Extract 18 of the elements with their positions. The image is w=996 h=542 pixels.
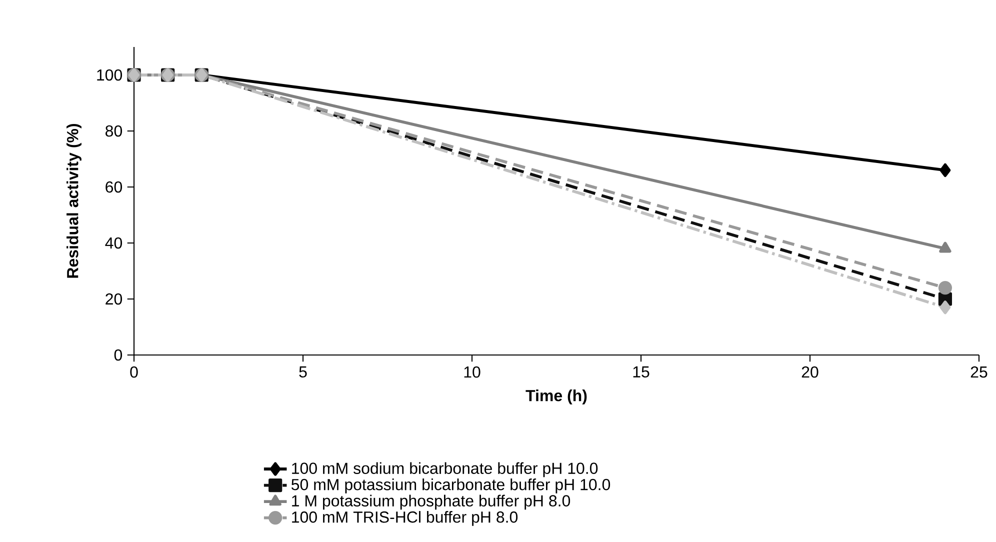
y-axis-title: Residual activity (%) [66, 124, 82, 278]
x-axis-title: Time (h) [526, 390, 587, 404]
y-tick-label: 0 [114, 349, 122, 361]
y-tick-label: 100 [97, 69, 122, 81]
legend-label: 1 M potassium phosphate buffer pH 8.0 [292, 494, 570, 510]
x-tick-label: 10 [464, 366, 480, 378]
legend-label: 50 mM potassium bicarbonate buffer pH 10.0 [292, 478, 610, 494]
x-tick-label: 5 [299, 366, 307, 378]
x-tick-label: 25 [970, 366, 988, 378]
y-tick-label: 60 [106, 181, 122, 193]
legend-label: 100 mM TRIS-HCl buffer pH 8.0 [292, 511, 518, 526]
x-tick-label: 20 [802, 366, 818, 378]
y-tick-label: 20 [106, 293, 122, 305]
legend-label: 100 mM sodium bicarbonate buffer pH 10.0 [292, 462, 598, 478]
y-tick-label: 80 [106, 125, 122, 137]
x-tick-label: 0 [130, 366, 138, 378]
x-tick-label: 15 [633, 366, 650, 378]
y-tick-label: 40 [105, 237, 122, 249]
